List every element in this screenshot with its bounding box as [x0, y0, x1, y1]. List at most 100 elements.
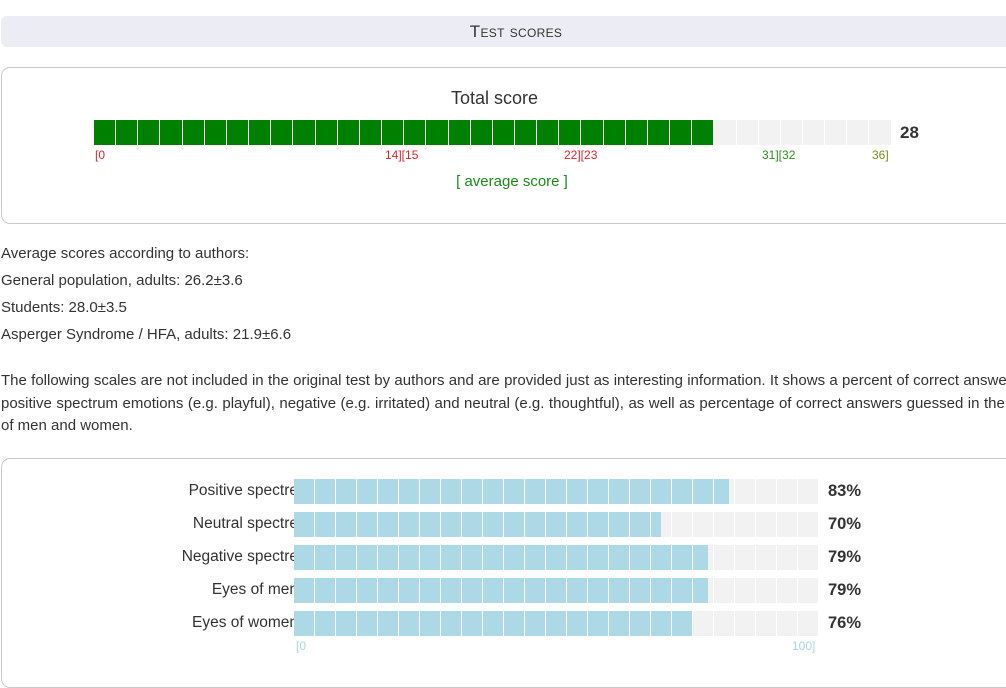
scale-segment: [462, 611, 483, 636]
average-asperger: Asperger Syndrome / HFA, adults: 21.9±6.…: [1, 326, 292, 343]
scale-segment: [693, 512, 714, 537]
total-score-title: Total score: [450, 88, 539, 108]
scale-segment: [357, 479, 378, 504]
scale-segment: [378, 578, 399, 603]
scale-segment: [525, 512, 546, 537]
scale-segment: [777, 578, 798, 603]
average-students: Students: 28.0±3.5: [1, 299, 127, 316]
total-score-segment: [404, 120, 427, 145]
scale-segment: [798, 578, 819, 603]
total-score-segment: [581, 120, 604, 145]
scale-label-negative: Negative spectre: [181, 548, 298, 565]
section-header: Test scores: [1, 16, 1006, 47]
scale-label-eyes-women: Eyes of women: [192, 614, 298, 631]
total-score-value: 28: [900, 123, 919, 142]
total-score-segment: [94, 120, 117, 145]
scale-segment: [735, 611, 756, 636]
scale-segment: [483, 545, 504, 570]
scale-segment: [420, 578, 441, 603]
scale-segment: [441, 545, 462, 570]
scale-segment: [441, 479, 462, 504]
scale-segment: [798, 512, 819, 537]
total-score-segment: [116, 120, 139, 145]
total-score-segment: [204, 120, 227, 145]
total-score-segment: [337, 120, 360, 145]
scale-segment: [546, 479, 567, 504]
range-label-4: 36]: [872, 148, 889, 162]
scales-panel: Positive spectre 83% Neutral spectre 70%…: [1, 458, 1006, 688]
scale-segment: [609, 479, 630, 504]
scale-segment: [399, 545, 420, 570]
scale-segment: [357, 611, 378, 636]
scale-segment: [714, 611, 735, 636]
scale-segment: [588, 611, 609, 636]
total-score-segment: [249, 120, 272, 145]
scale-segment: [567, 545, 588, 570]
scale-segment: [336, 611, 357, 636]
scale-segment: [651, 479, 672, 504]
scale-segment: [378, 512, 399, 537]
scale-segment: [672, 479, 693, 504]
total-score-segment: [182, 120, 205, 145]
scale-segment: [588, 512, 609, 537]
total-score-bar: [94, 120, 892, 145]
total-score-segment: [514, 120, 538, 145]
scale-segment: [357, 578, 378, 603]
scale-bar-negative: [294, 545, 819, 570]
scale-segment: [567, 479, 588, 504]
scale-segment: [294, 545, 315, 570]
scale-segment: [420, 479, 441, 504]
scale-segment: [693, 578, 714, 603]
total-score-segment: [758, 120, 781, 145]
scale-segment: [504, 512, 525, 537]
total-score-segment: [714, 120, 737, 145]
scale-segment: [336, 479, 357, 504]
scale-segment: [756, 611, 777, 636]
scale-segment: [588, 479, 609, 504]
total-score-segment: [803, 120, 826, 145]
scale-segment: [483, 578, 504, 603]
scale-segment: [462, 578, 483, 603]
scale-segment: [756, 578, 777, 603]
scale-segment: [630, 611, 651, 636]
scale-segment: [651, 578, 672, 603]
scale-segment: [777, 479, 798, 504]
scale-segment: [294, 611, 315, 636]
range-label-3: 31][32: [762, 148, 796, 162]
scale-segment: [672, 578, 693, 603]
total-score-segment: [603, 120, 626, 145]
total-score-segment: [359, 120, 383, 145]
scale-segment: [399, 578, 420, 603]
scale-segment: [693, 545, 714, 570]
scale-segment: [546, 611, 567, 636]
scale-segment: [672, 545, 693, 570]
scale-value-positive: 83%: [828, 482, 862, 500]
section-title: Test scores: [469, 21, 563, 41]
total-score-segment: [426, 120, 449, 145]
scale-segment: [714, 545, 735, 570]
scale-segment: [567, 578, 588, 603]
total-score-segment: [492, 120, 515, 145]
scale-segment: [441, 578, 462, 603]
scales-info-paragraph: The following scales are not included in…: [1, 372, 1006, 434]
scale-segment: [672, 512, 693, 537]
averages-heading: Average scores according to authors:: [1, 245, 250, 262]
scale-segment: [651, 545, 672, 570]
scale-segment: [630, 479, 651, 504]
scale-segment: [525, 479, 546, 504]
scale-segment: [399, 611, 420, 636]
scale-segment: [798, 545, 819, 570]
scale-label-positive: Positive spectre: [188, 482, 298, 499]
total-score-segment: [625, 120, 648, 145]
scale-segment: [756, 512, 777, 537]
scale-label-eyes-men: Eyes of men: [211, 581, 298, 598]
total-score-segment: [670, 120, 693, 145]
scale-segment: [609, 512, 630, 537]
scale-segment: [462, 545, 483, 570]
scale-segment: [588, 545, 609, 570]
scale-segment: [441, 512, 462, 537]
total-score-panel: Total score 28 [0 14][15 22][23 31][32 3…: [1, 67, 1006, 224]
scale-segment: [483, 479, 504, 504]
scale-bar-eyes-men: [294, 578, 819, 603]
scale-segment: [546, 512, 567, 537]
